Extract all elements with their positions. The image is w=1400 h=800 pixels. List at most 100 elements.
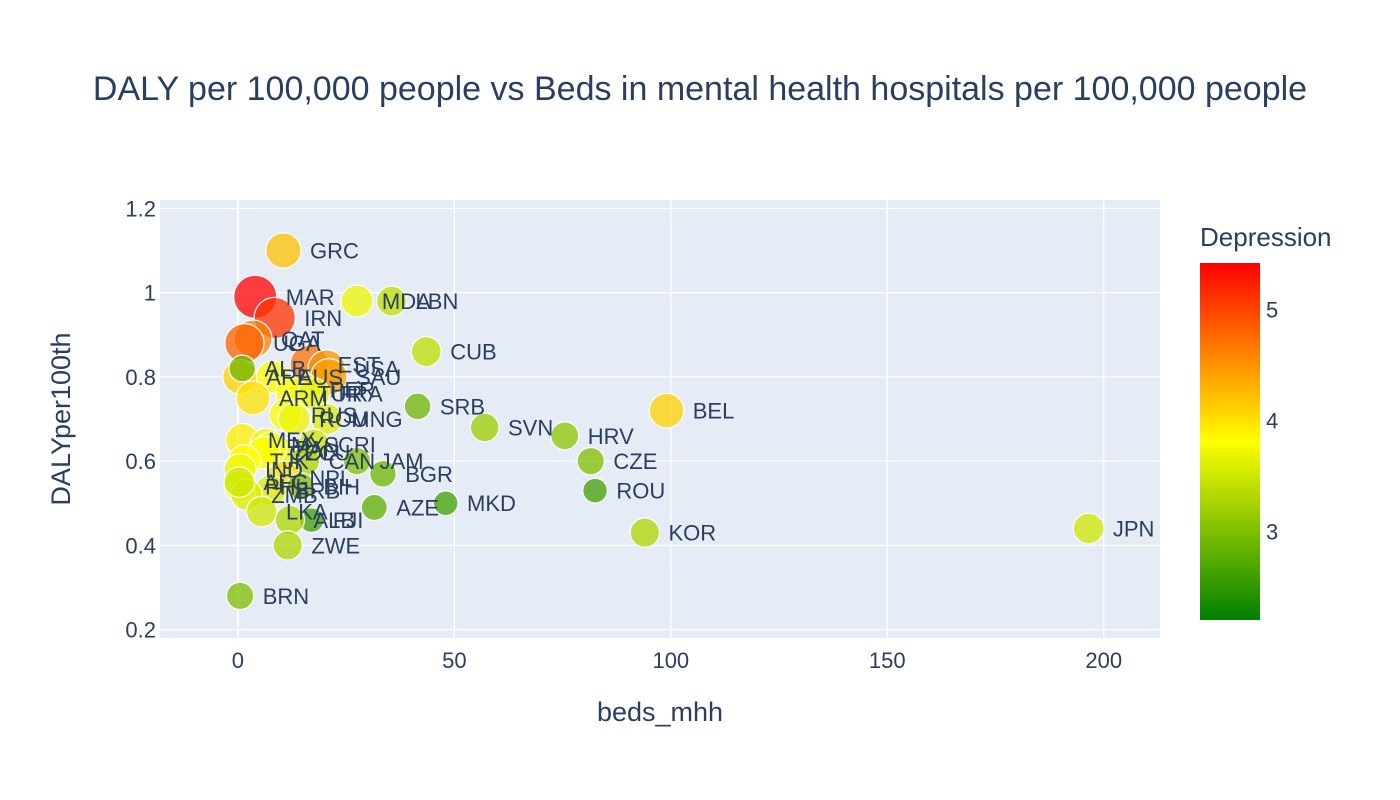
- data-label: MAR: [286, 285, 335, 310]
- data-label: UGA: [273, 331, 321, 356]
- data-point: [582, 477, 608, 504]
- colorbar: Depression 3 4 5: [1200, 222, 1332, 620]
- data-label: ROU: [319, 407, 368, 432]
- data-points: [222, 232, 1105, 611]
- data-point: [265, 232, 302, 269]
- data-point: [1072, 512, 1105, 545]
- data-point: [340, 284, 374, 318]
- data-label: BEL: [693, 399, 735, 424]
- y-tick-label: 0.8: [125, 365, 156, 390]
- data-label: CUB: [450, 340, 496, 365]
- data-label: ROU: [616, 479, 665, 504]
- data-label: MKD: [467, 491, 516, 516]
- data-label: ECU: [304, 441, 350, 466]
- data-point: [550, 421, 580, 451]
- colorbar-ticks: 3 4 5: [1266, 298, 1278, 545]
- y-tick-label: 0.2: [125, 618, 156, 643]
- data-point: [228, 354, 257, 383]
- data-label: FJI: [333, 508, 364, 533]
- data-label: BRB: [295, 479, 340, 504]
- data-label: JAM: [380, 449, 424, 474]
- data-label: SVN: [508, 415, 553, 440]
- x-tick-label: 0: [232, 648, 244, 673]
- y-tick-label: 1: [144, 281, 156, 306]
- data-label: CRI: [338, 432, 376, 457]
- data-label: MDA: [382, 289, 431, 314]
- data-label: TJK: [270, 449, 309, 474]
- data-label: PAN: [296, 436, 340, 461]
- y-axis-ticks: 0.2 0.4 0.6 0.8 1 1.2: [125, 196, 156, 642]
- data-label: BRN: [263, 584, 309, 609]
- data-point: [286, 472, 315, 501]
- y-axis-label: DALYper100th: [46, 332, 76, 505]
- colorbar-tick-label: 3: [1266, 519, 1278, 544]
- data-label: RUS: [311, 403, 357, 428]
- data-point: [369, 459, 397, 488]
- data-label: CZE: [613, 449, 657, 474]
- y-tick-label: 1.2: [125, 196, 156, 221]
- data-label: LBN: [416, 289, 459, 314]
- data-label: HRV: [588, 424, 634, 449]
- data-label: AUS: [298, 365, 343, 390]
- data-label: LKA: [286, 500, 328, 525]
- y-tick-label: 0.4: [125, 533, 156, 558]
- data-point: [648, 392, 685, 429]
- x-tick-label: 150: [869, 648, 906, 673]
- data-label: IRN: [304, 306, 342, 331]
- data-label: CAN: [329, 449, 375, 474]
- data-label: MYS: [291, 432, 339, 457]
- data-label: QAT: [281, 327, 325, 352]
- colorbar-tick-label: 5: [1266, 298, 1278, 323]
- data-label: GRC: [310, 239, 359, 264]
- data-label: ALB: [265, 356, 307, 381]
- data-label: JPN: [1113, 517, 1155, 542]
- data-point: [245, 495, 278, 528]
- data-label: IND: [265, 458, 303, 483]
- data-point: [277, 402, 311, 436]
- data-point: [410, 336, 442, 368]
- data-label: AZE: [396, 495, 439, 520]
- data-point: [403, 392, 432, 421]
- data-label: ZMB: [271, 483, 317, 508]
- colorbar-tick-label: 4: [1266, 408, 1278, 433]
- data-point: [376, 285, 408, 317]
- data-point: [432, 490, 459, 517]
- data-label: FRA: [339, 382, 383, 407]
- data-label: PER: [330, 378, 375, 403]
- x-axis-ticks: 0 50 100 150 200: [232, 648, 1122, 673]
- data-point: [576, 446, 605, 476]
- data-point: [469, 412, 500, 443]
- data-point: [310, 402, 343, 436]
- colorbar-title: Depression: [1200, 222, 1332, 252]
- data-point: [223, 466, 256, 499]
- data-label: EST: [338, 352, 381, 377]
- data-label: BIH: [323, 474, 360, 499]
- data-label: TUR: [317, 382, 362, 407]
- colorbar-gradient: [1200, 263, 1260, 620]
- data-point: [342, 446, 372, 476]
- data-point: [272, 530, 303, 561]
- data-label: ALB: [314, 508, 356, 533]
- x-tick-label: 100: [652, 648, 689, 673]
- data-label: MEX: [268, 428, 316, 453]
- x-axis-label: beds_mhh: [597, 697, 723, 727]
- data-label: SRB: [440, 394, 485, 419]
- data-point: [225, 581, 255, 611]
- data-point: [360, 493, 388, 522]
- x-tick-label: 200: [1085, 648, 1122, 673]
- y-tick-label: 0.6: [125, 449, 156, 474]
- data-point: [235, 380, 271, 416]
- chart-title: DALY per 100,000 people vs Beds in menta…: [92, 70, 1308, 108]
- data-label: AFG: [264, 470, 309, 495]
- data-label: NPL: [309, 466, 352, 491]
- data-label: USA: [354, 356, 400, 381]
- data-label: ZWE: [311, 533, 360, 558]
- data-label: ARM: [279, 386, 328, 411]
- data-label: BGR: [405, 462, 453, 487]
- data-label: PHL: [265, 474, 308, 499]
- data-point: [629, 517, 661, 548]
- data-label: KOR: [668, 521, 716, 546]
- data-label: ARE: [266, 365, 311, 390]
